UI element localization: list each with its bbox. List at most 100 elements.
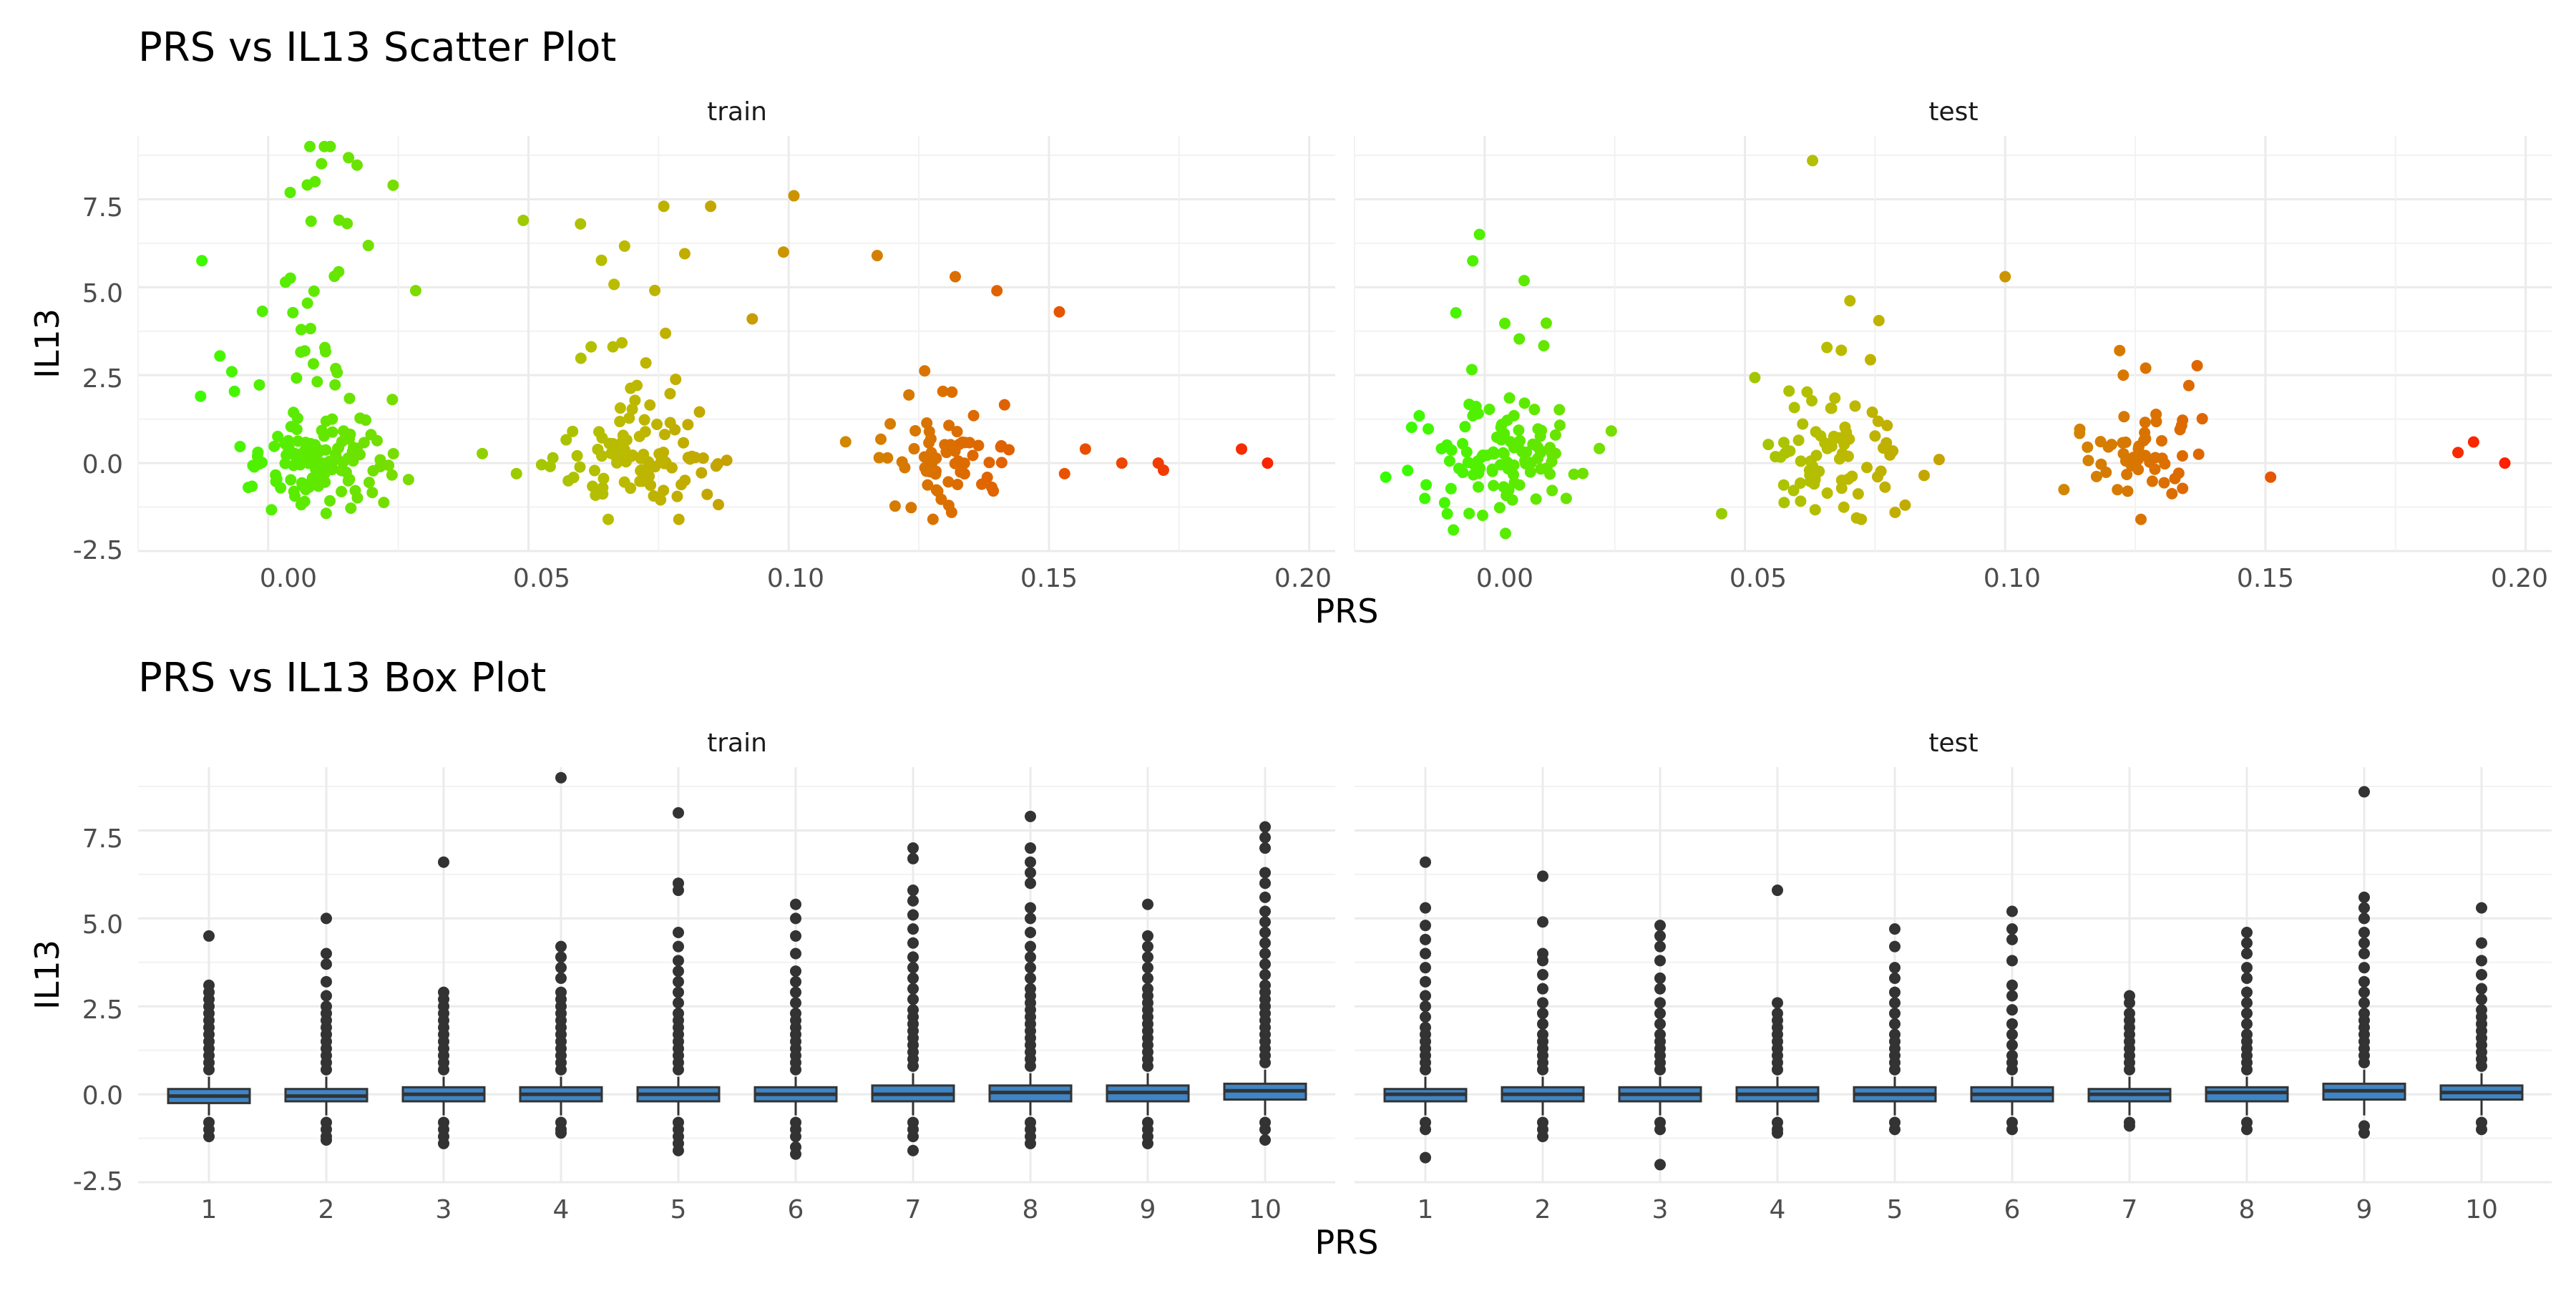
box-outlier <box>1259 979 1271 991</box>
box-outlier <box>1654 930 1666 942</box>
scatter-point <box>1775 451 1787 463</box>
scatter-point <box>1527 438 1539 450</box>
box-outlier <box>321 947 332 960</box>
scatter-point <box>308 358 320 370</box>
box-item <box>401 856 486 1149</box>
scatter-point <box>1803 464 1815 477</box>
box-outlier <box>673 965 684 978</box>
box-test-xtick-label: 2 <box>1535 1195 1551 1224</box>
scatter-point <box>248 461 260 473</box>
scatter-point <box>1058 467 1070 479</box>
scatter-point <box>575 218 587 230</box>
scatter-point <box>671 490 683 502</box>
box-outlier <box>203 979 215 991</box>
scatter-point <box>562 474 575 487</box>
scatter-point <box>1262 457 1274 469</box>
scatter-point <box>1855 513 1868 525</box>
box-train-xtick-label: 5 <box>670 1195 687 1224</box>
scatter-point <box>1877 442 1889 454</box>
scatter-point <box>957 436 969 448</box>
scatter-point <box>1795 455 1807 467</box>
scatter-point <box>746 313 758 325</box>
scatter-point <box>547 452 559 464</box>
scatter-point <box>2155 434 2167 447</box>
box-outlier <box>1025 983 1036 995</box>
scatter-point <box>1828 430 1840 442</box>
scatter-point <box>1420 479 1433 491</box>
scatter-point <box>1498 448 1510 460</box>
scatter-point <box>1540 317 1552 329</box>
scatter-point <box>616 337 628 349</box>
box-outlier <box>790 997 801 1009</box>
scatter-point <box>346 446 358 458</box>
scatter-ytick-label: 0.0 <box>82 450 123 479</box>
scatter-point <box>1450 307 1462 319</box>
scatter-point <box>788 190 800 202</box>
scatter-point <box>386 469 398 481</box>
scatter-point <box>336 485 348 497</box>
scatter-point <box>1788 401 1800 414</box>
box-test-xtick-label: 10 <box>2465 1195 2498 1224</box>
scatter-point <box>291 412 303 424</box>
scatter-point <box>1488 479 1500 492</box>
box-outlier <box>2241 947 2253 960</box>
box-outlier <box>2358 975 2370 988</box>
scatter-test-xtick-label: 0.10 <box>1984 564 2041 593</box>
scatter-point <box>896 456 908 468</box>
scatter-point <box>320 507 332 520</box>
box-outlier <box>1259 821 1271 833</box>
box-outlier <box>1889 997 1901 1009</box>
box-outlier <box>1025 972 1036 984</box>
box-outlier <box>1142 962 1153 974</box>
scatter-point <box>1457 467 1469 479</box>
box-item <box>988 810 1073 1149</box>
scatter-point <box>294 459 306 471</box>
box-test-xtick-label: 3 <box>1652 1195 1669 1224</box>
scatter-point <box>1842 473 1854 485</box>
scatter-point <box>693 406 706 418</box>
scatter-point <box>972 439 985 452</box>
box-outlier <box>321 1000 332 1013</box>
scatter-point <box>920 465 932 477</box>
box-outlier <box>2358 997 2370 1009</box>
scatter-point <box>1508 477 1521 489</box>
scatter-point <box>329 379 341 391</box>
scatter-point <box>1413 409 1425 422</box>
box-ytick-label: 5.0 <box>82 910 123 940</box>
scatter-point <box>1829 392 1841 404</box>
box-outlier <box>1537 1018 1548 1030</box>
scatter-point <box>1881 419 1893 432</box>
box-outlier <box>2476 969 2487 980</box>
box-outlier <box>2006 1050 2018 1062</box>
box-outlier <box>1259 969 1271 980</box>
scatter-test-xtick-label: 0.00 <box>1476 564 1533 593</box>
box-outlier <box>438 986 449 998</box>
scatter-point <box>287 306 299 318</box>
scatter-point <box>1467 255 1479 267</box>
scatter-point <box>301 297 313 309</box>
box-outlier <box>2358 1127 2370 1139</box>
box-outlier <box>2358 927 2370 939</box>
scatter-point <box>324 140 336 152</box>
scatter-point <box>930 484 942 496</box>
scatter-point <box>701 488 713 500</box>
scatter-point <box>1795 477 1807 489</box>
box-ytick-label: -2.5 <box>73 1167 123 1197</box>
box-item <box>753 898 838 1160</box>
scatter-point <box>1508 409 1520 422</box>
scatter-point <box>246 480 258 492</box>
scatter-point <box>597 472 610 484</box>
box-outlier <box>438 1137 449 1149</box>
box-test-xtick-label: 6 <box>2004 1195 2021 1224</box>
scatter-point <box>1807 155 1819 167</box>
box-outlier <box>1025 856 1036 868</box>
scatter-point <box>351 159 363 171</box>
scatter-point <box>295 499 307 511</box>
scatter-point <box>560 434 572 446</box>
scatter-point <box>1787 484 1800 497</box>
scatter-point <box>1821 341 1833 354</box>
scatter-point <box>196 255 208 267</box>
box-test-xtick-label: 4 <box>1770 1195 1786 1224</box>
box-outlier <box>1259 1134 1271 1146</box>
scatter-point <box>587 480 599 492</box>
